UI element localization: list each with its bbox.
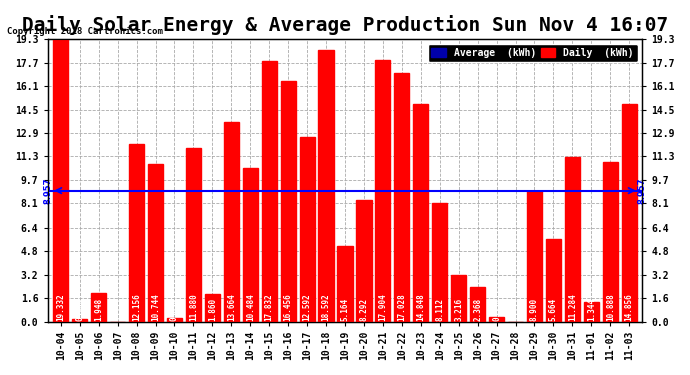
Text: 19.332: 19.332 [57, 293, 66, 321]
Bar [602, 162, 618, 322]
Text: 1.860: 1.860 [208, 298, 217, 321]
Bar [527, 191, 542, 322]
Bar [148, 165, 163, 322]
Bar [167, 318, 182, 322]
Legend: Average  (kWh), Daily  (kWh): Average (kWh), Daily (kWh) [428, 44, 638, 62]
Bar [319, 50, 334, 322]
Text: 18.592: 18.592 [322, 293, 331, 321]
Bar [565, 157, 580, 322]
Text: 5.164: 5.164 [340, 298, 350, 321]
Bar [53, 39, 68, 322]
Bar [224, 122, 239, 322]
Bar [337, 246, 353, 322]
Bar [546, 239, 561, 322]
Text: 0.256: 0.256 [170, 298, 179, 321]
Text: 16.456: 16.456 [284, 293, 293, 321]
Text: 0.160: 0.160 [75, 298, 84, 321]
Text: 13.664: 13.664 [227, 293, 236, 321]
Text: 2.368: 2.368 [473, 298, 482, 321]
Text: Copyright 2018 Cartronics.com: Copyright 2018 Cartronics.com [7, 27, 163, 36]
Bar [91, 293, 106, 322]
Bar [356, 200, 371, 322]
Title: Daily Solar Energy & Average Production Sun Nov 4 16:07: Daily Solar Energy & Average Production … [22, 15, 668, 35]
Text: 1.344: 1.344 [586, 298, 595, 321]
Text: 1.948: 1.948 [95, 298, 103, 321]
Bar [243, 168, 258, 322]
Bar [451, 274, 466, 322]
Bar [262, 61, 277, 322]
Text: 8.957: 8.957 [638, 177, 647, 204]
Text: 0.332: 0.332 [492, 298, 501, 321]
Text: 17.028: 17.028 [397, 293, 406, 321]
Text: 12.156: 12.156 [132, 293, 141, 321]
Text: 17.832: 17.832 [265, 293, 274, 321]
Bar [622, 104, 637, 322]
Text: 8.900: 8.900 [530, 298, 539, 321]
Text: 14.856: 14.856 [624, 293, 633, 321]
Bar [299, 138, 315, 322]
Bar [432, 203, 447, 322]
Text: 8.112: 8.112 [435, 298, 444, 321]
Text: 14.848: 14.848 [416, 293, 425, 321]
Bar [470, 287, 485, 322]
Bar [375, 60, 391, 322]
Bar [129, 144, 144, 322]
Text: 11.880: 11.880 [189, 293, 198, 321]
Text: 8.292: 8.292 [359, 298, 368, 321]
Text: 17.904: 17.904 [378, 293, 387, 321]
Bar [281, 81, 296, 322]
Bar [394, 72, 409, 322]
Bar [584, 302, 599, 322]
Bar [72, 319, 88, 322]
Bar [413, 105, 428, 322]
Text: 10.888: 10.888 [606, 293, 615, 321]
Text: 10.744: 10.744 [151, 293, 160, 321]
Text: 12.592: 12.592 [303, 293, 312, 321]
Bar [205, 294, 220, 322]
Bar [186, 148, 201, 322]
Text: 5.664: 5.664 [549, 298, 558, 321]
Text: 8.957: 8.957 [43, 177, 52, 204]
Bar [489, 317, 504, 322]
Text: 3.216: 3.216 [454, 298, 463, 321]
Text: 11.284: 11.284 [568, 293, 577, 321]
Text: 10.484: 10.484 [246, 293, 255, 321]
